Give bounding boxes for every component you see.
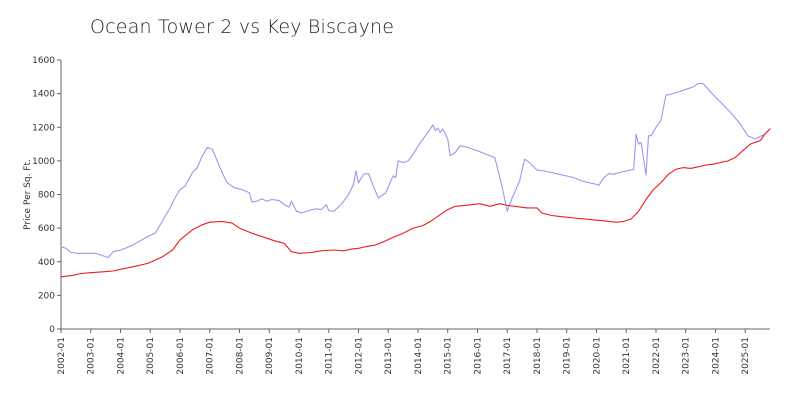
label-layer: 0 200 400 600 800 1000 1200 1400 1600 2002-01 2003…: [23, 56, 751, 375]
x-tick-label: 2024-01: [711, 337, 721, 375]
y-axis-label: Price Per Sq. Ft.: [23, 159, 33, 230]
x-tick-label: 2019-01: [563, 337, 573, 375]
y-tick-label: 1600: [32, 56, 55, 66]
x-tick-label: 2004-01: [116, 337, 126, 375]
x-tick-label: 2007-01: [206, 337, 216, 375]
x-tick-label: 2018-01: [533, 337, 543, 375]
series-layer: [60, 82, 771, 278]
x-tick-label: 2023-01: [682, 337, 692, 375]
x-tick-label: 2002-01: [57, 337, 67, 375]
x-tick-label: 2009-01: [265, 337, 275, 375]
y-tick-label: 800: [38, 191, 55, 201]
y-tick-label: 200: [38, 291, 55, 301]
series-line-red: [60, 128, 771, 278]
x-tick-label: 2014-01: [414, 337, 424, 375]
y-tick-label: 1200: [32, 123, 55, 133]
x-tick-label: 2008-01: [235, 337, 245, 375]
x-tick-label: 2010-01: [295, 337, 305, 375]
x-tick-label: 2017-01: [503, 337, 513, 375]
y-tick-label: 1000: [32, 157, 55, 167]
x-tick-label: 2006-01: [176, 337, 186, 375]
x-tick-label: 2020-01: [592, 337, 602, 375]
x-tick-label: 2005-01: [146, 337, 156, 375]
y-tick-label: 400: [38, 258, 55, 268]
x-tick-label: 2025-01: [741, 337, 751, 375]
axes-layer: [57, 59, 770, 333]
y-tick-label: 0: [49, 325, 55, 335]
x-tick-label: 2021-01: [622, 337, 632, 375]
x-tick-label: 2016-01: [473, 337, 483, 375]
x-tick-label: 2013-01: [384, 337, 394, 375]
x-tick-label: 2022-01: [652, 337, 662, 375]
y-tick-label: 1400: [32, 90, 55, 100]
chart-title: Ocean Tower 2 vs Key Biscayne: [90, 16, 395, 38]
x-tick-label: 2003-01: [87, 337, 97, 375]
series-line-blue: [60, 82, 771, 259]
x-tick-label: 2011-01: [325, 337, 335, 375]
y-tick-label: 600: [38, 224, 55, 234]
x-tick-label: 2012-01: [354, 337, 364, 375]
x-tick-label: 2015-01: [444, 337, 454, 375]
